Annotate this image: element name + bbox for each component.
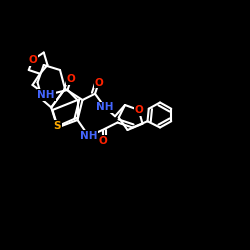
Text: O: O [134,105,143,115]
Text: O: O [67,74,76,84]
Text: O: O [98,136,107,146]
Text: S: S [54,121,61,131]
Text: NH: NH [80,131,98,141]
Text: NH: NH [96,102,114,113]
Text: NH: NH [38,90,55,100]
Text: O: O [28,55,37,65]
Text: O: O [94,78,103,88]
